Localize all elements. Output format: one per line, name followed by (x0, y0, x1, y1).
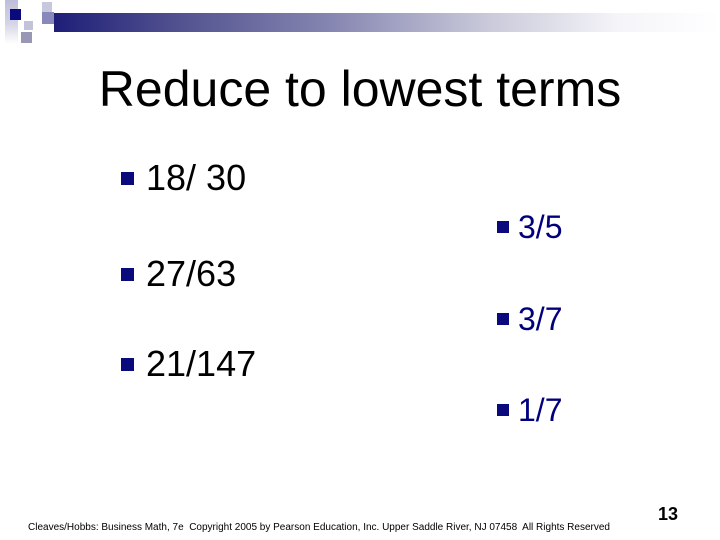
slide-title: Reduce to lowest terms (98, 61, 622, 117)
decoration-vertical-bar (5, 0, 18, 44)
answer-text: 3/5 (518, 208, 563, 245)
decoration-light-square (42, 2, 52, 12)
decoration-header-gradient-bar (54, 13, 720, 32)
decoration-small-light-square (24, 21, 33, 30)
problem-text: 18/ 30 (146, 157, 247, 198)
square-bullet-icon (497, 404, 509, 416)
decoration-gray-square (21, 32, 32, 43)
square-bullet-icon (497, 313, 509, 325)
answer-item: 1/7 (497, 391, 563, 428)
page-number: 13 (657, 504, 678, 524)
square-bullet-icon (121, 357, 134, 371)
answer-text: 1/7 (518, 391, 563, 428)
problem-item: 18/ 30 (121, 157, 247, 198)
footer-credits: Cleaves/Hobbs: Business Math, 7e Copyrig… (28, 522, 610, 533)
decoration-navy-square (10, 9, 21, 20)
decoration-slate-square (42, 12, 54, 24)
problem-text: 27/63 (146, 253, 237, 294)
square-bullet-icon (121, 267, 134, 281)
answer-text: 3/7 (518, 300, 563, 337)
problem-text: 21/147 (146, 343, 257, 384)
answer-item: 3/7 (497, 300, 563, 337)
problem-item: 21/147 (121, 343, 257, 384)
answer-item: 3/5 (497, 208, 563, 245)
square-bullet-icon (497, 221, 509, 233)
problem-item: 27/63 (121, 253, 237, 294)
square-bullet-icon (121, 171, 134, 185)
